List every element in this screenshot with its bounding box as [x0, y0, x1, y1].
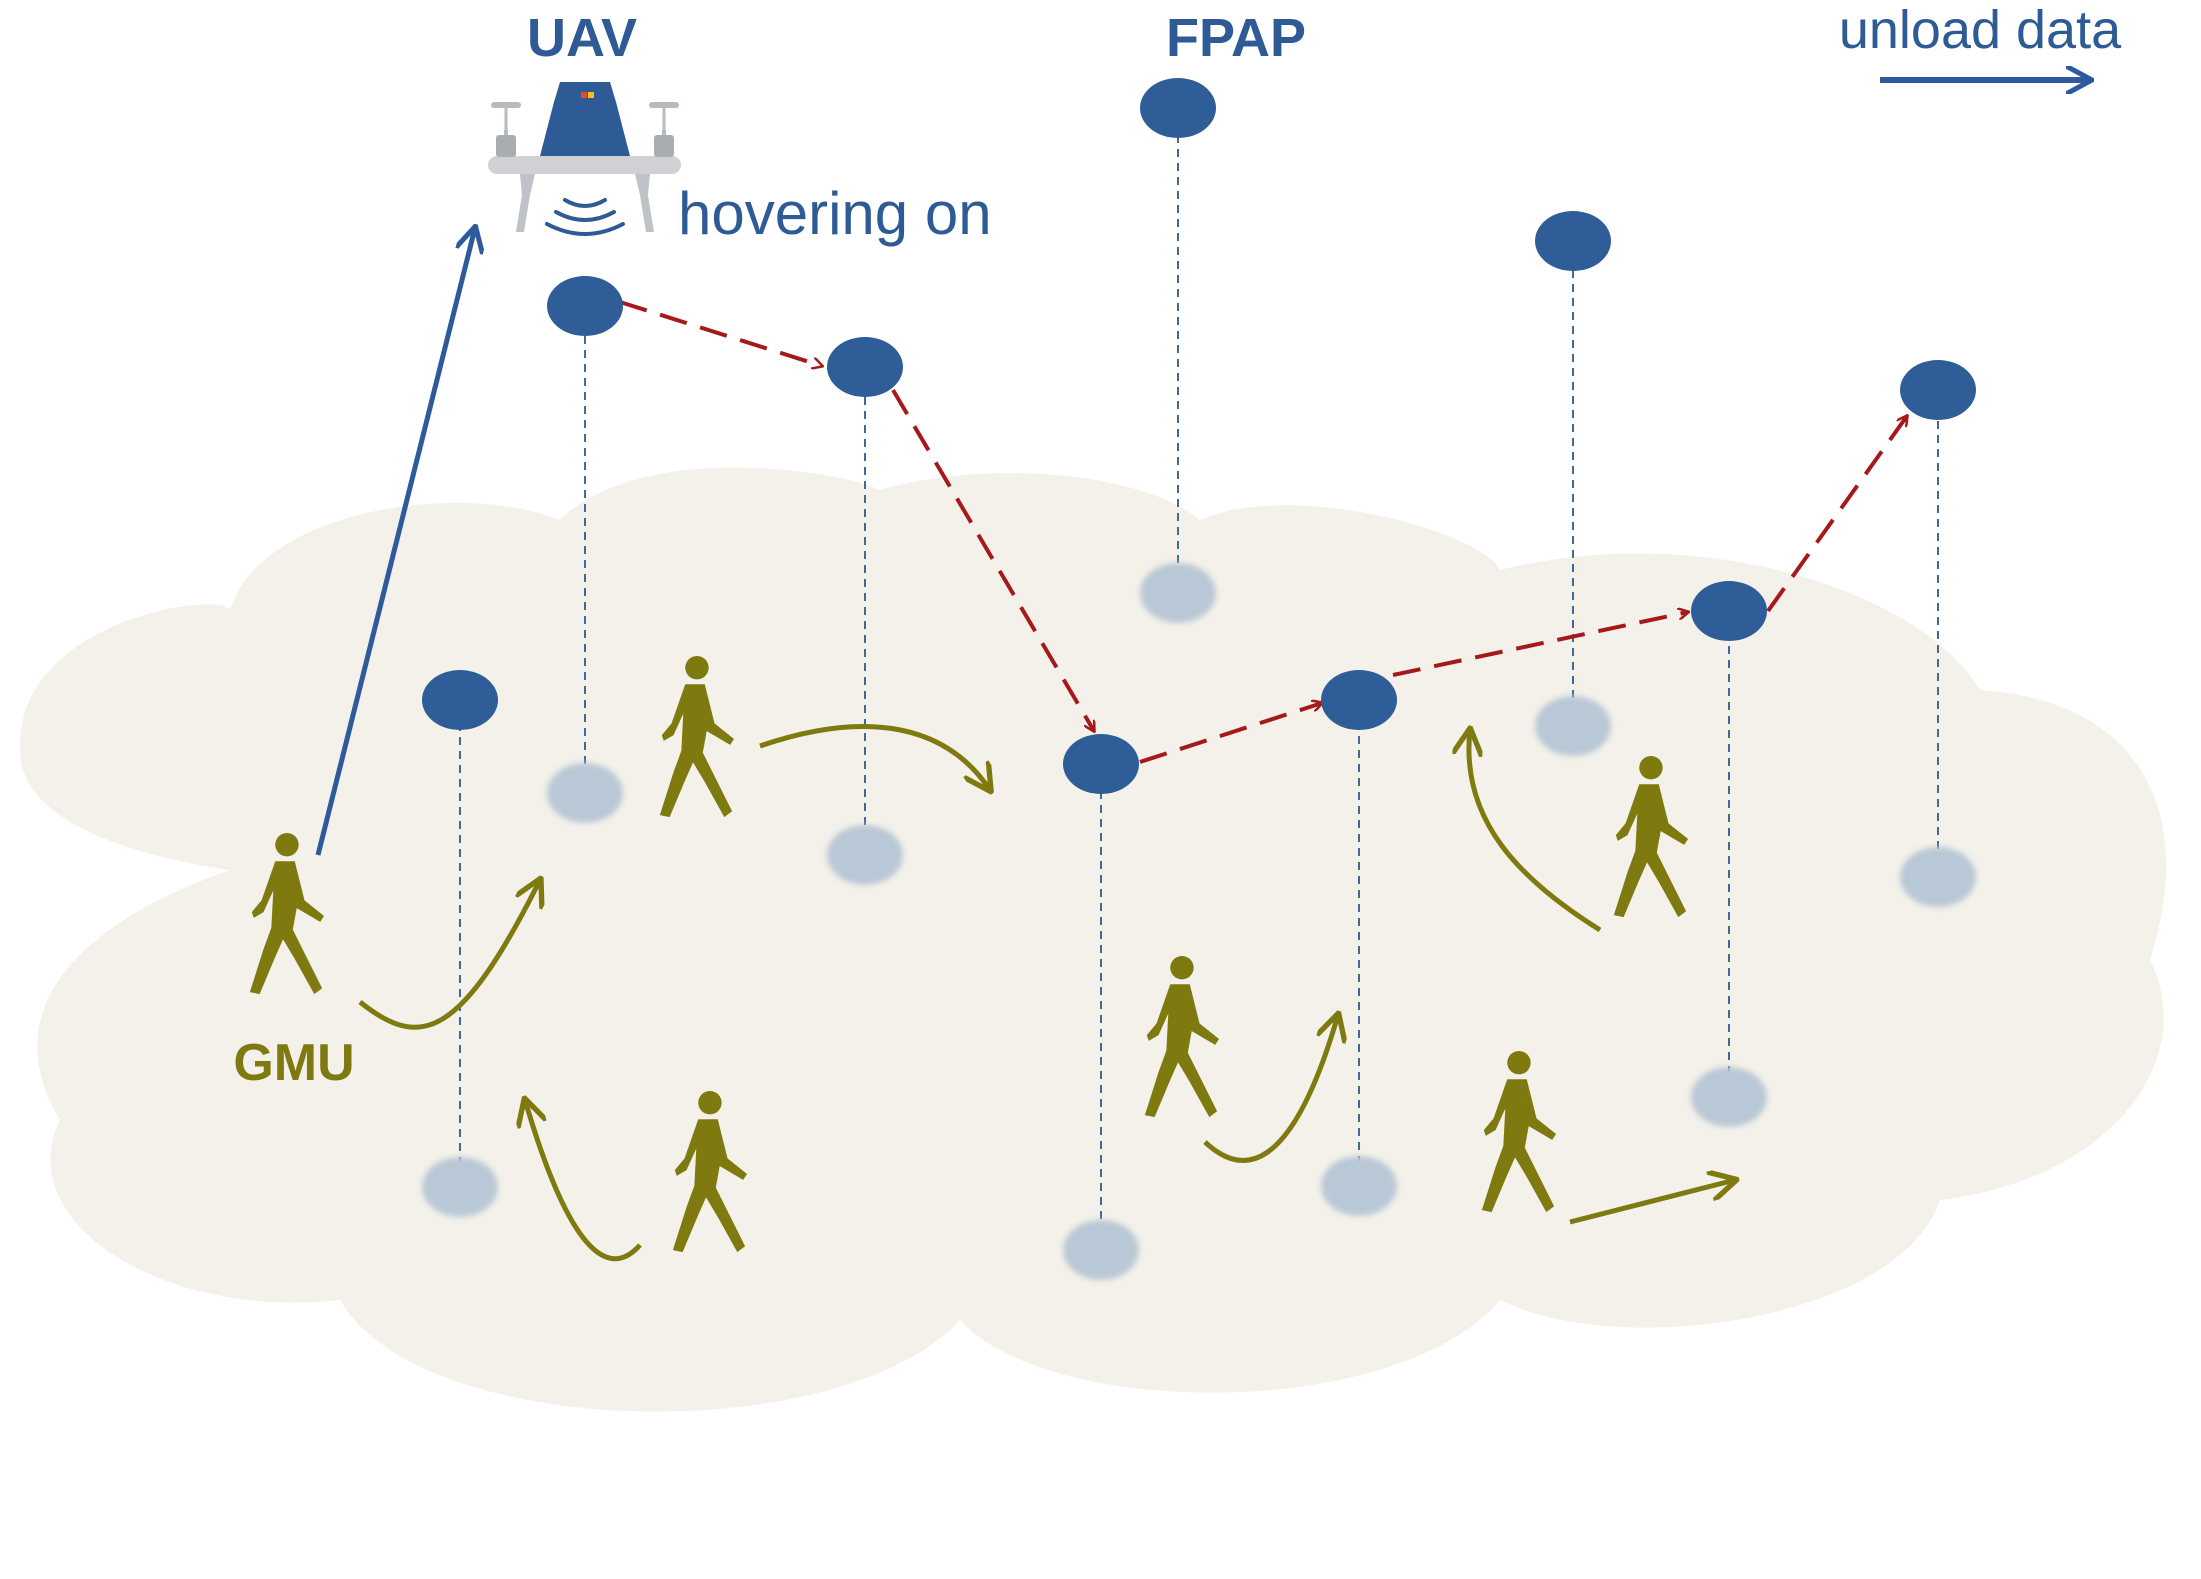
trajectory-arrow [619, 300, 822, 366]
signal-waves-icon [545, 198, 625, 236]
fpap-node [1063, 734, 1139, 794]
ground-projection [827, 825, 903, 885]
ground-projection [1900, 847, 1976, 907]
fpap-nodes [422, 78, 1976, 794]
movement-arrow [525, 1100, 642, 1262]
movement-arrow [759, 724, 990, 790]
gmu-label: GMU [233, 1034, 354, 1092]
fpap-node [1900, 360, 1976, 420]
ground-projection [422, 1157, 498, 1217]
fpap-node [827, 337, 903, 397]
drone-icon [488, 82, 681, 232]
ground-projection [1140, 563, 1216, 623]
movement-arrow [1569, 1180, 1735, 1225]
fpap-node [1691, 581, 1767, 641]
unload-data-label: unload data [1839, 0, 2122, 60]
cloud-background [19, 467, 2167, 1412]
movement-arrow [1203, 1015, 1338, 1163]
trajectory-arrow [1392, 612, 1688, 677]
uav-trajectory [619, 300, 1907, 764]
ground-projection [1691, 1067, 1767, 1127]
trajectory-arrow [1139, 703, 1322, 764]
uav-label: UAV [527, 8, 637, 68]
trajectory-arrow [891, 388, 1094, 731]
fpap-node [422, 670, 498, 730]
gmu-movement-arrows [358, 724, 1735, 1262]
ground-projection [1535, 696, 1611, 756]
movement-arrow [1469, 730, 1602, 933]
uplink-arrow [315, 228, 475, 856]
fpap-node [1321, 670, 1397, 730]
ground-projections [422, 563, 1976, 1280]
movement-arrow [358, 880, 540, 1030]
fpap-label: FPAP [1166, 8, 1306, 68]
fpap-node [547, 276, 623, 336]
ground-projection [1063, 1220, 1139, 1280]
fpap-stems [459, 135, 1939, 1233]
ground-projection [1321, 1156, 1397, 1216]
fpap-node [1140, 78, 1216, 138]
fpap-node [1535, 211, 1611, 271]
hovering-on-label: hovering on [678, 180, 992, 247]
ground-projection [547, 763, 623, 823]
